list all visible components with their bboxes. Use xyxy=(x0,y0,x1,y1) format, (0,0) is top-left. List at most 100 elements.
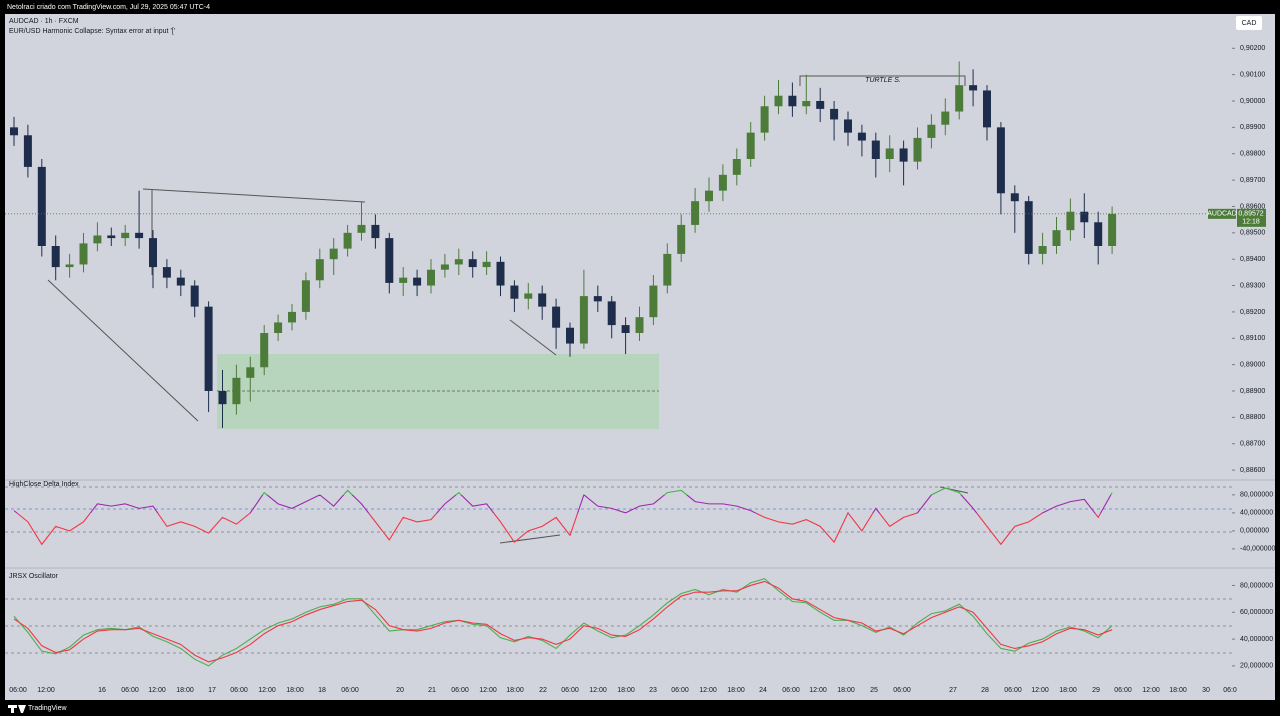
y-tick-label: 0,89700 xyxy=(1240,177,1265,184)
header-text: Netolraci criado com TradingView.com, Ju… xyxy=(7,4,210,11)
y-tick-label: 0,89800 xyxy=(1240,151,1265,158)
x-tick-label: 06:00 xyxy=(561,687,579,694)
candle-body xyxy=(552,306,561,328)
zone[interactable] xyxy=(217,354,659,429)
candle-body xyxy=(65,264,74,268)
candle-body xyxy=(357,224,366,233)
x-tick-label: 12:00 xyxy=(37,687,55,694)
y-tick-label: 0,89500 xyxy=(1240,230,1265,237)
x-tick-label: 06:00 xyxy=(893,687,911,694)
candle-body xyxy=(121,232,130,239)
y-tick-label: 0,89200 xyxy=(1240,309,1265,316)
candle-body xyxy=(857,132,866,141)
indicator-line xyxy=(13,487,1113,546)
y-tick-label: 0,89100 xyxy=(1240,335,1265,342)
y-tick-label: 0,88800 xyxy=(1240,414,1265,421)
x-tick-label: 28 xyxy=(981,687,989,694)
candle-body xyxy=(663,253,672,286)
x-tick-label: 06:00 xyxy=(1114,687,1132,694)
x-tick-label: 18:00 xyxy=(837,687,855,694)
x-tick-label: 27 xyxy=(949,687,957,694)
x-tick-label: 18:00 xyxy=(617,687,635,694)
candle-body xyxy=(579,296,588,344)
x-tick-label: 22 xyxy=(539,687,547,694)
x-tick-label: 29 xyxy=(1092,687,1100,694)
candle-body xyxy=(607,301,616,326)
candle-body xyxy=(176,277,185,286)
x-tick-label: 12:00 xyxy=(1031,687,1049,694)
price-tag xyxy=(1237,208,1266,227)
x-tick-label: 16 xyxy=(98,687,106,694)
candle-body xyxy=(969,85,978,91)
candle-body xyxy=(1010,193,1019,202)
x-tick-label: 18:00 xyxy=(1169,687,1187,694)
x-tick-label: 18:00 xyxy=(176,687,194,694)
candle-body xyxy=(440,264,449,270)
candle-body xyxy=(927,124,936,138)
y-tick-label: 0,89900 xyxy=(1240,124,1265,131)
x-tick-label: 12:00 xyxy=(1142,687,1160,694)
candle-body xyxy=(232,377,241,405)
candle-body xyxy=(10,127,18,136)
candle-body xyxy=(705,190,713,202)
candle-body xyxy=(774,95,783,107)
candle-body xyxy=(399,277,408,283)
y-tick-label: 0,90200 xyxy=(1240,45,1265,52)
trendline[interactable] xyxy=(47,279,199,422)
x-tick-label: 20 xyxy=(396,687,404,694)
candle-body xyxy=(301,280,310,312)
y-tick-label: 0,000000 xyxy=(1240,528,1269,535)
x-tick-label: 17 xyxy=(208,687,216,694)
y-tick-label: 20,000000 xyxy=(1240,663,1273,670)
trendline[interactable] xyxy=(509,319,557,356)
price-tag xyxy=(1208,208,1236,219)
y-tick-label: 0,89600 xyxy=(1240,203,1265,210)
y-tick-label: 0,90100 xyxy=(1240,71,1265,78)
candle-body xyxy=(788,95,797,107)
x-tick-label: 12:00 xyxy=(148,687,166,694)
x-tick-label: 18:00 xyxy=(727,687,745,694)
candle-body xyxy=(635,317,644,333)
candle-body xyxy=(510,285,519,299)
x-tick-label: 25 xyxy=(870,687,878,694)
candle-body xyxy=(1024,201,1033,254)
trendline[interactable] xyxy=(142,188,366,203)
x-tick-label: 06:0 xyxy=(1223,687,1237,694)
candle-body xyxy=(649,285,658,318)
candle-body xyxy=(593,296,602,302)
candle-body xyxy=(246,367,255,378)
candle-body xyxy=(760,106,769,133)
candle-body xyxy=(288,311,296,323)
candle-body xyxy=(816,101,825,109)
y-tick-label: 40,000000 xyxy=(1240,510,1273,517)
x-tick-label: 18:00 xyxy=(286,687,304,694)
annotation: TURTLE S. xyxy=(865,77,901,84)
y-tick-label: 40,000000 xyxy=(1240,636,1273,643)
x-tick-label: 24 xyxy=(759,687,767,694)
candle-body xyxy=(51,246,60,268)
currency-label[interactable]: CAD xyxy=(1242,20,1257,27)
turtle-line[interactable] xyxy=(799,75,966,86)
candle-body xyxy=(996,127,1005,194)
trendline[interactable] xyxy=(499,534,561,544)
candle-body xyxy=(1038,246,1047,254)
candle-body xyxy=(830,108,839,120)
candle-body xyxy=(135,232,144,239)
x-tick-label: 12:00 xyxy=(258,687,276,694)
pane-title: JRSX Oscillator xyxy=(9,573,59,580)
candle-body xyxy=(37,166,46,246)
candle-body xyxy=(496,261,505,286)
x-tick-label: 12:00 xyxy=(479,687,497,694)
currency-button[interactable] xyxy=(1236,16,1262,30)
x-tick-label: 30 xyxy=(1202,687,1210,694)
candle-body xyxy=(454,259,463,265)
y-tick-label: 80,000000 xyxy=(1240,492,1273,499)
x-tick-label: 23 xyxy=(649,687,657,694)
candle-body xyxy=(1080,211,1089,223)
price-tag-symbol: AUDCAD xyxy=(1207,211,1237,218)
candle-body xyxy=(329,248,338,260)
x-tick-label: 06:00 xyxy=(9,687,27,694)
candle-body xyxy=(1052,230,1061,246)
candle-body xyxy=(621,325,630,333)
